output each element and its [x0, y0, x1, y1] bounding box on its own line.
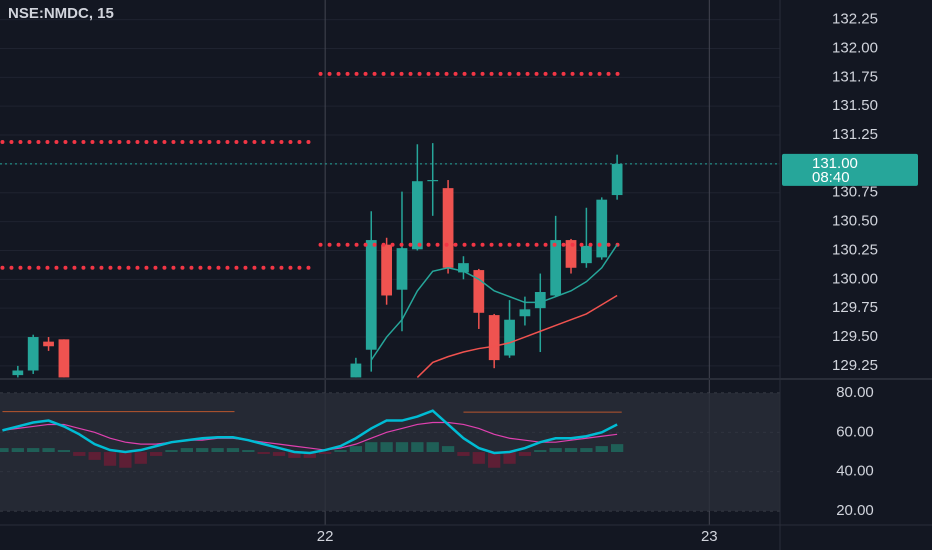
y-tick-label: 130.00 [832, 270, 878, 287]
indicator-line [2, 409, 618, 455]
histogram-bar [549, 448, 562, 453]
y-tick-label: 131.75 [832, 68, 878, 85]
histogram-bar [488, 452, 501, 468]
histogram-bar [88, 452, 101, 460]
histogram-bar [503, 452, 516, 464]
candle-body [381, 244, 392, 296]
y-tick-label: 130.25 [832, 241, 878, 258]
histogram-bar [334, 450, 347, 453]
last-price-box [782, 153, 918, 186]
moving-average [370, 244, 618, 361]
candle-body [611, 163, 623, 196]
histogram-bar [472, 452, 485, 464]
y-tick-label: 60.00 [836, 423, 874, 440]
candle-body [411, 181, 423, 250]
histogram-bar [610, 444, 624, 453]
countdown-label: 08:40 [812, 169, 850, 186]
y-tick-label: 40.00 [836, 463, 874, 480]
candle-body [43, 341, 54, 347]
candle-body [27, 337, 39, 371]
chart-title: NSE:NMDC, 15 [8, 5, 114, 22]
candle-body [534, 292, 546, 309]
histogram-bar [134, 452, 147, 464]
candle-body [442, 188, 454, 268]
histogram-bar [196, 448, 209, 453]
candle-body [365, 240, 377, 350]
candle-body [550, 240, 562, 296]
histogram-bar [242, 450, 255, 453]
histogram-bar [380, 442, 393, 453]
y-tick-label: 129.25 [832, 357, 878, 374]
histogram-bar [564, 448, 578, 453]
y-tick-label: 20.00 [836, 502, 874, 519]
histogram-bar [365, 442, 378, 453]
histogram-bar [57, 450, 71, 453]
histogram-bar [103, 452, 117, 466]
y-tick-label: 80.00 [836, 384, 874, 401]
y-tick-label: 132.25 [832, 11, 878, 28]
y-tick-label: 131.50 [832, 97, 878, 114]
candle-body [350, 363, 362, 378]
histogram-bar [149, 452, 163, 456]
histogram-bar [0, 448, 9, 453]
histogram-bar [426, 442, 439, 453]
histogram-bar [165, 450, 178, 453]
candle-body [458, 263, 469, 273]
histogram-bar [42, 448, 55, 453]
candle-body [473, 270, 485, 313]
histogram-bar [518, 452, 532, 456]
histogram-bar [119, 452, 132, 468]
histogram-bar [411, 442, 424, 453]
histogram-bar [257, 452, 270, 454]
labels-layer: 132.25 132.00 131.75 131.50 131.25 131.00 130.… [317, 11, 918, 545]
histogram-bar [73, 452, 86, 456]
candle-body [581, 245, 592, 264]
histogram-bar [580, 448, 593, 453]
histogram-bar [457, 452, 470, 456]
y-tick-label: 131.25 [832, 126, 878, 143]
y-tick-label: 129.75 [832, 299, 878, 316]
y-tick-label: 130.50 [832, 213, 878, 230]
y-tick-label: 129.50 [832, 328, 878, 345]
candle-body [58, 339, 70, 378]
histogram-bar [441, 446, 455, 453]
x-tick-label: 22 [317, 528, 334, 545]
histogram-bar [395, 442, 409, 453]
candle-body [427, 180, 439, 182]
y-tick-label: 132.00 [832, 39, 878, 56]
histogram-bar [595, 446, 608, 453]
marks-layer [0, 71, 780, 468]
candle-body [565, 240, 577, 268]
y-tick-label: 130.75 [832, 184, 878, 201]
moving-average [416, 294, 618, 378]
histogram-bar [180, 448, 194, 453]
histogram-bar [272, 452, 286, 456]
histogram-bar [27, 448, 40, 453]
histogram-bar [226, 448, 240, 453]
histogram-bar [319, 452, 332, 454]
histogram-bar [211, 448, 224, 453]
histogram-bar [349, 446, 363, 453]
candle-body [596, 199, 608, 258]
x-tick-label: 23 [701, 528, 718, 545]
candle-body [504, 319, 515, 356]
histogram-bar [11, 448, 24, 453]
histogram-bar [288, 452, 301, 458]
indicator-line [2, 421, 618, 451]
candle-body [12, 370, 24, 376]
histogram-bar [303, 452, 316, 458]
histogram-bar [534, 450, 547, 453]
last-price-label: 131.00 [812, 155, 858, 172]
candle-body [488, 315, 500, 361]
candle-body [396, 248, 408, 290]
candle-body [519, 309, 531, 317]
